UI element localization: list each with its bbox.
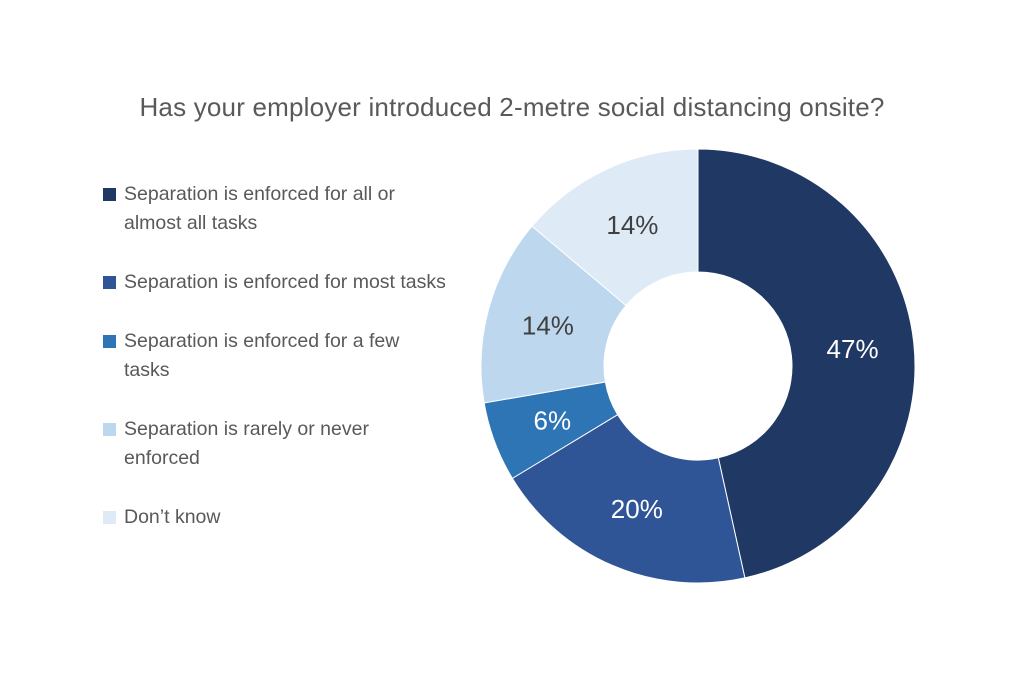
legend-item-most-tasks: Separation is enforced for most tasks: [103, 268, 453, 297]
slice-value-label-3: 14%: [522, 310, 574, 340]
donut-slice-1: [511, 413, 746, 584]
slice-value-label-1: 20%: [611, 494, 663, 524]
chart-title: Has your employer introduced 2-metre soc…: [139, 92, 885, 122]
legend-swatch-dont-know-icon: [103, 511, 116, 524]
donut-slice-4: [531, 148, 699, 307]
chart-legend: Separation is enforced for all or almost…: [103, 180, 453, 562]
slice-value-label-4: 14%: [606, 210, 658, 240]
legend-swatch-most-tasks-icon: [103, 276, 116, 289]
legend-label-few-tasks: Separation is enforced for a few tasks: [124, 330, 400, 381]
slice-value-label-0: 47%: [827, 334, 879, 364]
legend-swatch-few-tasks-icon: [103, 335, 116, 348]
legend-label-dont-know: Don’t know: [124, 506, 221, 528]
slice-value-label-2: 6%: [534, 406, 572, 436]
donut-slice-3: [480, 225, 627, 404]
legend-label-all-tasks: Separation is enforced for all or almost…: [124, 183, 395, 234]
legend-item-few-tasks: Separation is enforced for a few tasks: [103, 327, 453, 385]
legend-swatch-all-tasks-icon: [103, 188, 116, 201]
legend-swatch-rarely-never-icon: [103, 423, 116, 436]
legend-item-all-tasks: Separation is enforced for all or almost…: [103, 180, 453, 238]
legend-label-rarely-never: Separation is rarely or never enforced: [124, 418, 369, 469]
legend-label-most-tasks: Separation is enforced for most tasks: [124, 271, 446, 293]
legend-item-dont-know: Don’t know: [103, 503, 453, 532]
legend-item-rarely-never: Separation is rarely or never enforced: [103, 415, 453, 473]
donut-slice-0: [697, 148, 916, 579]
